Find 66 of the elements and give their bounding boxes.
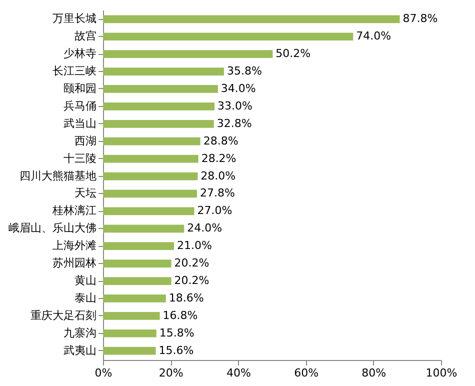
data-label: 74.0%	[356, 30, 392, 43]
y-tick-label: 九寨沟	[64, 326, 96, 340]
data-label: 34.0%	[220, 82, 256, 95]
y-tick-label: 峨眉山、乐山大佛	[8, 222, 96, 235]
x-tick-label: 100%	[426, 366, 458, 380]
bar	[103, 190, 197, 198]
data-label: 24.0%	[187, 222, 222, 235]
data-label: 35.8%	[227, 64, 262, 78]
data-label: 28.8%	[203, 134, 238, 148]
bar	[103, 15, 400, 24]
bar	[103, 260, 172, 268]
x-tick-label: 0%	[94, 366, 112, 380]
data-label: 32.8%	[216, 116, 252, 130]
bar	[103, 32, 354, 41]
bar	[103, 68, 224, 76]
bar	[103, 312, 160, 320]
bar	[103, 224, 184, 233]
y-tick-label: 上海外滩	[52, 239, 96, 252]
data-label: 20.2%	[174, 274, 210, 288]
data-label: 15.6%	[158, 344, 194, 357]
y-tick-label: 万里长城	[52, 12, 96, 26]
bar	[103, 85, 218, 93]
y-tick-label: 黄山	[74, 274, 96, 288]
y-tick-label: 天坛	[74, 186, 96, 200]
bar	[103, 172, 198, 180]
data-label: 28.0%	[200, 169, 236, 182]
data-label: 50.2%	[276, 47, 311, 60]
bar	[103, 137, 200, 146]
y-tick-label: 十三陵	[64, 152, 96, 165]
bar	[103, 50, 273, 58]
y-tick-label: 武夷山	[64, 344, 96, 357]
y-tick-label: 武当山	[64, 116, 96, 130]
y-tick-label: 泰山	[74, 291, 96, 304]
y-tick-label: 故宫	[74, 30, 96, 43]
bar	[103, 242, 174, 250]
y-tick-label: 长江三峡	[52, 64, 96, 78]
x-tick-label: 60%	[294, 366, 319, 380]
data-label: 28.2%	[201, 152, 236, 165]
x-tick-label: 40%	[226, 366, 251, 380]
bar	[103, 294, 166, 302]
y-tick-label: 颐和园	[64, 82, 96, 95]
data-label: 20.2%	[174, 256, 210, 270]
y-tick-label: 西湖	[74, 134, 96, 148]
bar	[103, 277, 172, 285]
y-tick-label: 重庆大足石刻	[30, 308, 96, 322]
data-label: 27.8%	[200, 186, 235, 200]
data-label: 87.8%	[402, 12, 438, 26]
x-tick-label: 80%	[362, 366, 386, 380]
data-label: 27.0%	[197, 204, 232, 218]
bar	[103, 120, 214, 128]
bar	[103, 102, 215, 110]
data-label: 33.0%	[218, 99, 252, 112]
y-tick-label: 少林寺	[64, 47, 96, 60]
bar	[103, 154, 198, 163]
data-label: 15.8%	[159, 326, 194, 340]
x-tick-label: 20%	[158, 366, 184, 380]
y-tick-label: 桂林漓江	[52, 204, 96, 218]
y-tick-label: 四川大熊猫基地	[20, 169, 96, 182]
bar	[103, 207, 194, 216]
data-label: 16.8%	[162, 308, 198, 322]
bar	[103, 329, 156, 338]
y-tick-label: 兵马俑	[64, 99, 96, 112]
data-label: 21.0%	[176, 239, 212, 252]
y-tick-label: 苏州园林	[52, 256, 96, 270]
bar	[103, 346, 156, 355]
data-label: 18.6%	[168, 291, 204, 304]
